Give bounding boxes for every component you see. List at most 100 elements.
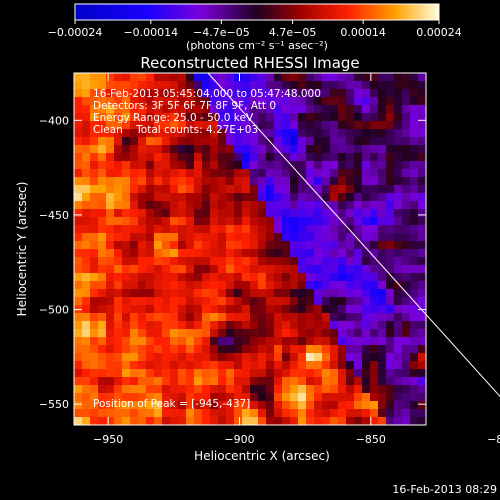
heatmap-cell: [234, 417, 243, 425]
heatmap-cell: [378, 249, 387, 258]
heatmap-cell: [258, 153, 267, 162]
heatmap-cell: [218, 153, 227, 162]
heatmap-cell: [98, 281, 107, 290]
heatmap-cell: [146, 193, 155, 202]
heatmap-cell: [178, 361, 187, 370]
heatmap-cell: [418, 257, 426, 266]
heatmap-cell: [266, 201, 275, 210]
heatmap-cell: [178, 329, 187, 338]
heatmap-cell: [130, 345, 139, 354]
heatmap-cell: [146, 169, 155, 178]
heatmap-cell: [114, 113, 123, 122]
heatmap-cell: [202, 393, 211, 402]
heatmap-cell: [98, 249, 107, 258]
heatmap-cell: [418, 81, 426, 90]
heatmap-cell: [330, 337, 339, 346]
heatmap-cell: [114, 257, 123, 266]
y-axis: −400−450−500−550: [39, 114, 426, 411]
heatmap-cell: [410, 401, 419, 410]
heatmap-cell: [274, 129, 283, 138]
heatmap-cell: [122, 145, 131, 154]
heatmap-cell: [234, 185, 243, 194]
heatmap-cell: [418, 193, 426, 202]
heatmap-cell: [386, 161, 395, 170]
heatmap-cell: [338, 329, 347, 338]
heatmap-cell: [418, 297, 426, 306]
heatmap-cell: [82, 377, 91, 386]
heatmap-cell: [274, 105, 283, 114]
heatmap-cell: [338, 185, 347, 194]
heatmap-cell: [370, 193, 379, 202]
heatmap-cell: [242, 113, 251, 122]
heatmap-cell: [194, 297, 203, 306]
heatmap-cell: [354, 121, 363, 130]
heatmap-cell: [282, 417, 291, 425]
heatmap-cell: [170, 345, 179, 354]
heatmap-cell: [282, 385, 291, 394]
heatmap-cell: [226, 353, 235, 362]
heatmap-cell: [330, 329, 339, 338]
heatmap-cell: [154, 289, 163, 298]
heatmap-cell: [354, 345, 363, 354]
heatmap-cell: [274, 385, 283, 394]
heatmap-cell: [330, 153, 339, 162]
heatmap-cell: [370, 337, 379, 346]
heatmap-cell: [386, 353, 395, 362]
heatmap-cell: [146, 233, 155, 242]
heatmap-cell: [218, 129, 227, 138]
heatmap-cell: [266, 129, 275, 138]
heatmap-cell: [402, 313, 411, 322]
heatmap-cell: [114, 145, 123, 154]
heatmap-cell: [122, 345, 131, 354]
heatmap-cell: [266, 313, 275, 322]
heatmap-cell: [178, 249, 187, 258]
heatmap-cell: [386, 345, 395, 354]
heatmap-cell: [418, 169, 426, 178]
heatmap-cell: [394, 209, 403, 218]
heatmap-cell: [266, 241, 275, 250]
heatmap-cell: [402, 81, 411, 90]
heatmap-cell: [210, 241, 219, 250]
heatmap-cell: [122, 201, 131, 210]
heatmap-cell: [170, 337, 179, 346]
heatmap-cell: [274, 169, 283, 178]
heatmap-cell: [354, 241, 363, 250]
heatmap-cell: [186, 401, 195, 410]
heatmap-cell: [338, 313, 347, 322]
heatmap-cell: [298, 393, 307, 402]
heatmap-cell: [290, 337, 299, 346]
heatmap-cell: [418, 201, 426, 210]
heatmap-cell: [250, 201, 259, 210]
footer-date: 16-Feb-2013 08:29: [392, 483, 497, 496]
heatmap-cell: [218, 273, 227, 282]
heatmap-cell: [154, 369, 163, 378]
heatmap-cell: [242, 233, 251, 242]
heatmap-cell: [74, 241, 83, 250]
heatmap-cell: [250, 281, 259, 290]
heatmap-cell: [242, 177, 251, 186]
heatmap-cell: [394, 177, 403, 186]
heatmap-cell: [306, 281, 315, 290]
heatmap-cell: [394, 401, 403, 410]
heatmap-cell: [394, 353, 403, 362]
heatmap-cell: [98, 265, 107, 274]
heatmap-cell: [298, 305, 307, 314]
heatmap-cell: [258, 385, 267, 394]
heatmap-cell: [234, 249, 243, 258]
heatmap-cell: [290, 401, 299, 410]
heatmap-cell: [162, 321, 171, 330]
heatmap-cell: [162, 385, 171, 394]
heatmap-cell: [210, 89, 219, 98]
heatmap-cell: [362, 89, 371, 98]
heatmap-cell: [266, 113, 275, 122]
heatmap-cell: [274, 297, 283, 306]
heatmap-cell: [258, 241, 267, 250]
heatmap-cell: [162, 129, 171, 138]
heatmap-cell: [178, 121, 187, 130]
heatmap-cell: [242, 313, 251, 322]
heatmap-cell: [114, 401, 123, 410]
heatmap-cell: [290, 177, 299, 186]
heatmap-cell: [146, 81, 155, 90]
heatmap-cell: [146, 145, 155, 154]
heatmap-cell: [322, 97, 331, 106]
